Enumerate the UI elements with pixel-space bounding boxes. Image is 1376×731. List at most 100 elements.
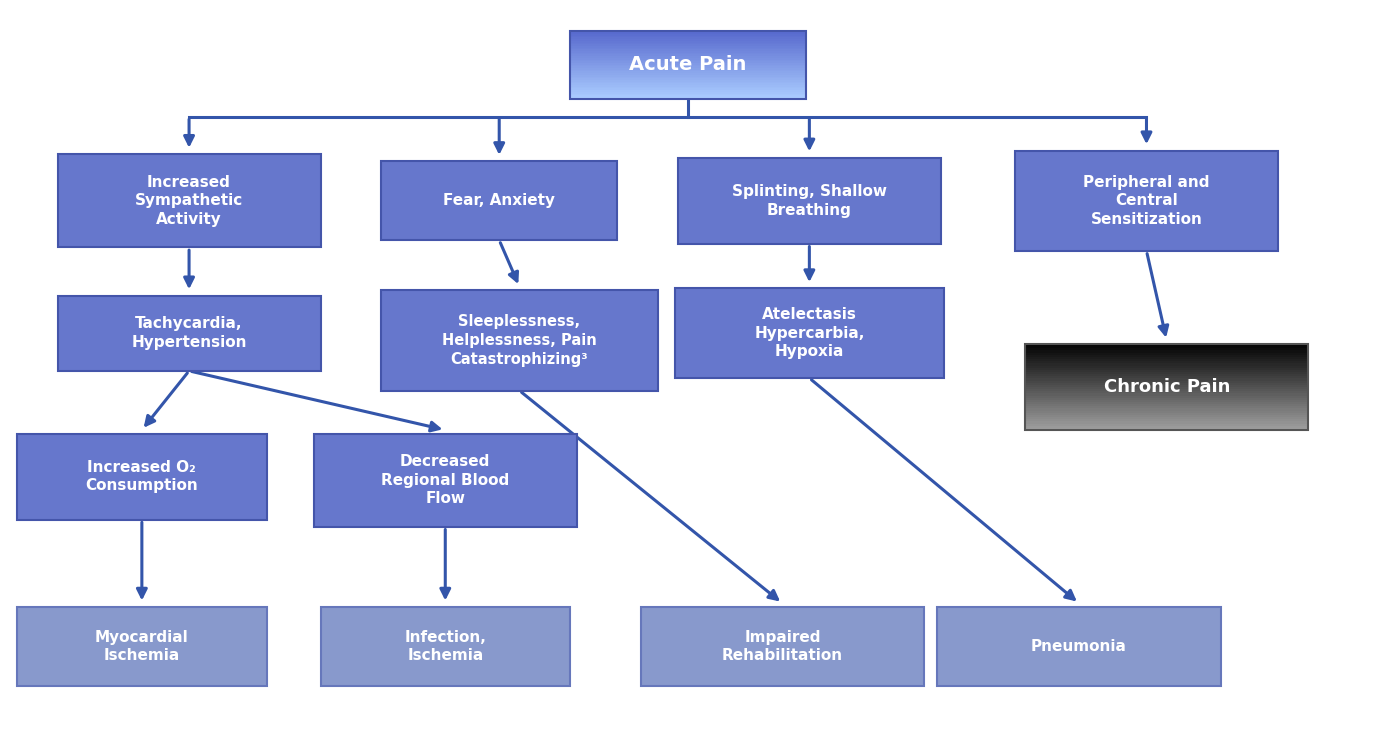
Bar bbox=[1025, 385, 1309, 387]
Bar bbox=[1025, 423, 1309, 425]
Text: Atelectasis
Hypercarbia,
Hypoxia: Atelectasis Hypercarbia, Hypoxia bbox=[754, 307, 864, 360]
Bar bbox=[570, 69, 806, 72]
Bar bbox=[570, 88, 806, 90]
Bar bbox=[314, 433, 577, 526]
Bar bbox=[570, 97, 806, 99]
Bar bbox=[570, 77, 806, 78]
Text: Fear, Anxiety: Fear, Anxiety bbox=[443, 193, 555, 208]
Bar bbox=[570, 78, 806, 80]
Bar bbox=[570, 44, 806, 46]
Text: Infection,
Ischemia: Infection, Ischemia bbox=[405, 629, 486, 663]
Bar bbox=[381, 162, 618, 240]
Bar bbox=[570, 83, 806, 85]
Bar bbox=[570, 51, 806, 53]
Bar bbox=[58, 295, 321, 371]
Bar bbox=[1025, 387, 1309, 389]
Bar bbox=[570, 41, 806, 42]
Bar bbox=[570, 49, 806, 51]
Bar bbox=[1025, 395, 1309, 398]
Bar bbox=[1025, 425, 1309, 428]
Bar bbox=[570, 31, 806, 99]
Text: Increased
Sympathetic
Activity: Increased Sympathetic Activity bbox=[135, 175, 244, 227]
Bar bbox=[570, 53, 806, 54]
Bar bbox=[570, 31, 806, 32]
Text: Decreased
Regional Blood
Flow: Decreased Regional Blood Flow bbox=[381, 454, 509, 507]
Bar bbox=[570, 90, 806, 92]
Bar bbox=[1025, 363, 1309, 366]
Bar bbox=[570, 82, 806, 83]
Bar bbox=[1025, 409, 1309, 411]
Bar bbox=[678, 158, 941, 243]
Text: Chronic Pain: Chronic Pain bbox=[1104, 378, 1230, 396]
Text: Sleeplessness,
Helplessness, Pain
Catastrophizing³: Sleeplessness, Helplessness, Pain Catast… bbox=[442, 314, 597, 366]
Bar bbox=[570, 59, 806, 61]
Bar bbox=[570, 61, 806, 63]
Bar bbox=[1025, 420, 1309, 421]
Bar bbox=[17, 433, 267, 520]
Bar bbox=[1025, 359, 1309, 361]
Bar bbox=[570, 92, 806, 94]
Bar bbox=[674, 289, 944, 378]
Bar bbox=[570, 56, 806, 58]
Bar bbox=[570, 64, 806, 67]
Bar bbox=[570, 36, 806, 37]
Bar bbox=[1025, 370, 1309, 372]
Bar bbox=[1025, 400, 1309, 402]
Text: Myocardial
Ischemia: Myocardial Ischemia bbox=[95, 629, 189, 663]
Bar bbox=[1025, 344, 1309, 430]
Text: Tachycardia,
Hypertension: Tachycardia, Hypertension bbox=[131, 317, 246, 350]
Bar bbox=[17, 607, 267, 686]
Bar bbox=[1025, 355, 1309, 357]
Bar bbox=[1025, 366, 1309, 368]
Bar bbox=[1025, 344, 1309, 346]
Bar bbox=[570, 87, 806, 88]
Bar bbox=[1025, 428, 1309, 430]
Bar bbox=[570, 80, 806, 82]
Bar bbox=[570, 34, 806, 36]
Bar bbox=[570, 39, 806, 41]
Bar bbox=[570, 63, 806, 64]
Bar bbox=[1025, 393, 1309, 395]
Bar bbox=[1025, 389, 1309, 391]
Bar bbox=[570, 32, 806, 34]
Bar bbox=[1025, 368, 1309, 370]
Bar bbox=[1025, 381, 1309, 383]
Bar bbox=[570, 68, 806, 69]
Bar bbox=[1025, 376, 1309, 379]
Bar bbox=[1025, 348, 1309, 350]
Bar bbox=[570, 46, 806, 48]
Bar bbox=[570, 95, 806, 97]
Text: Splinting, Shallow
Breathing: Splinting, Shallow Breathing bbox=[732, 184, 888, 218]
Text: Pneumonia: Pneumonia bbox=[1031, 639, 1127, 654]
Bar bbox=[58, 154, 321, 247]
Bar bbox=[570, 67, 806, 68]
Bar bbox=[1025, 413, 1309, 415]
Bar bbox=[570, 72, 806, 73]
Bar bbox=[1025, 406, 1309, 409]
Bar bbox=[321, 607, 570, 686]
Bar bbox=[1025, 357, 1309, 359]
Bar bbox=[1025, 374, 1309, 376]
Bar bbox=[1025, 415, 1309, 417]
Bar bbox=[570, 37, 806, 39]
Bar bbox=[641, 607, 925, 686]
Bar bbox=[1025, 352, 1309, 355]
Bar bbox=[1025, 421, 1309, 423]
Bar bbox=[1025, 398, 1309, 400]
Bar bbox=[570, 73, 806, 75]
Bar bbox=[1025, 361, 1309, 363]
Bar bbox=[570, 85, 806, 87]
Bar bbox=[1025, 383, 1309, 385]
Bar bbox=[1015, 151, 1278, 251]
Bar bbox=[1025, 350, 1309, 352]
Bar bbox=[570, 75, 806, 77]
Bar bbox=[937, 607, 1221, 686]
Bar bbox=[1025, 411, 1309, 413]
Bar bbox=[1025, 391, 1309, 393]
Bar bbox=[1025, 402, 1309, 404]
Text: Impaired
Rehabilitation: Impaired Rehabilitation bbox=[722, 629, 843, 663]
Bar bbox=[570, 48, 806, 49]
Bar bbox=[1025, 346, 1309, 348]
Bar bbox=[381, 290, 658, 390]
Bar bbox=[570, 54, 806, 56]
